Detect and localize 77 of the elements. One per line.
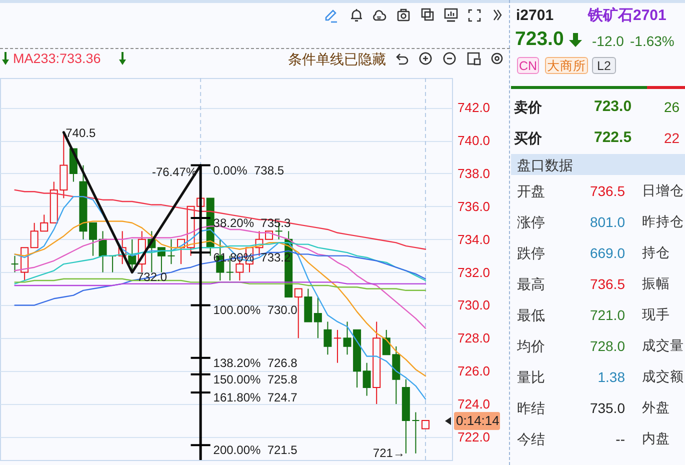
y-tick-label: 738.0: [458, 166, 490, 181]
text: 铁矿石2701: [588, 7, 666, 24]
text: 735.0: [590, 400, 625, 416]
y-tick-label: 728.0: [458, 330, 490, 346]
text: 日增仓: [642, 183, 684, 198]
text: 1.38: [598, 369, 625, 385]
candlestick: [167, 238, 176, 265]
candlestick: [89, 222, 98, 256]
y-tick-label: 726.0: [458, 364, 490, 379]
text: 801.0: [590, 214, 625, 230]
line-series: [14, 196, 426, 400]
text: 722.5: [594, 129, 632, 146]
text: 外盘: [642, 400, 670, 415]
text: 736.5: [590, 183, 625, 199]
ref-line-label: 138.20% 726.8: [213, 356, 298, 370]
text: 持仓: [642, 245, 670, 260]
text: 723.0: [515, 28, 564, 50]
candlestick: [412, 412, 420, 454]
text: 卖价: [514, 99, 542, 115]
text: 728.0: [590, 338, 625, 354]
candlestick: [324, 321, 332, 356]
text: 买价: [514, 130, 542, 146]
text: 涨停: [517, 214, 545, 230]
text: i2701: [516, 7, 554, 24]
text: 22: [664, 130, 680, 146]
annotation: 721→: [372, 446, 405, 460]
text: 昨结: [517, 400, 545, 416]
text: 721.0: [590, 307, 625, 323]
text: 669.0: [590, 245, 625, 261]
text: 盘口数据: [517, 157, 573, 173]
line-series: [14, 220, 426, 377]
candlestick: [333, 329, 342, 364]
y-tick-label: 740.0: [458, 133, 490, 148]
ref-line-label: 150.00% 725.8: [213, 372, 298, 386]
text: -1.63%: [630, 33, 674, 49]
text: 最低: [517, 307, 545, 323]
text: 开盘: [517, 183, 545, 199]
y-tick-label: 730.0: [458, 298, 490, 313]
line-series: [14, 189, 426, 250]
y-tick-label: 722.0: [458, 429, 490, 444]
y-tick-label: 732.0: [458, 264, 490, 280]
line-series: [14, 226, 426, 329]
text: CN: [518, 58, 538, 72]
text: 0:14:14: [456, 413, 500, 428]
y-tick-label: 736.0: [458, 198, 490, 214]
text: 昨持仓: [642, 214, 684, 229]
text: 条件单线已隐藏: [288, 51, 386, 67]
y-tick-label: 724.0: [458, 396, 490, 412]
ref-line-label: 161.80% 724.7: [213, 390, 298, 404]
ref-line-label: 100.00% 730.0: [213, 303, 298, 318]
candlestick: [157, 247, 166, 273]
y-tick-label: 742.0: [458, 100, 490, 116]
text: 736.5: [590, 276, 625, 292]
text: 成交额: [642, 369, 684, 384]
text: 量比: [517, 369, 545, 385]
text: 现手: [642, 307, 670, 322]
ref-line-label: 200.00% 721.5: [213, 443, 298, 458]
text: -12.0: [592, 33, 624, 49]
text: 大商所: [547, 58, 586, 72]
text: 均价: [517, 338, 545, 354]
ref-line-label: 0.00% 738.5: [213, 163, 284, 178]
text: L2: [597, 58, 611, 72]
annotation: 740.5: [66, 126, 96, 140]
text: 跌停: [517, 245, 545, 261]
text: 26: [664, 99, 680, 115]
text: 最高: [517, 276, 545, 292]
candlestick: [10, 255, 19, 273]
text: 成交量: [642, 338, 684, 353]
text: 今结: [517, 431, 545, 447]
candlestick: [314, 296, 322, 339]
text: 振幅: [642, 276, 670, 291]
text: 723.0: [594, 98, 632, 115]
candlestick: [362, 362, 371, 396]
y-tick-label: 734.0: [458, 232, 490, 247]
text: MA233:733.36: [13, 51, 101, 66]
text: 内盘: [642, 431, 670, 446]
text: --: [616, 431, 625, 447]
